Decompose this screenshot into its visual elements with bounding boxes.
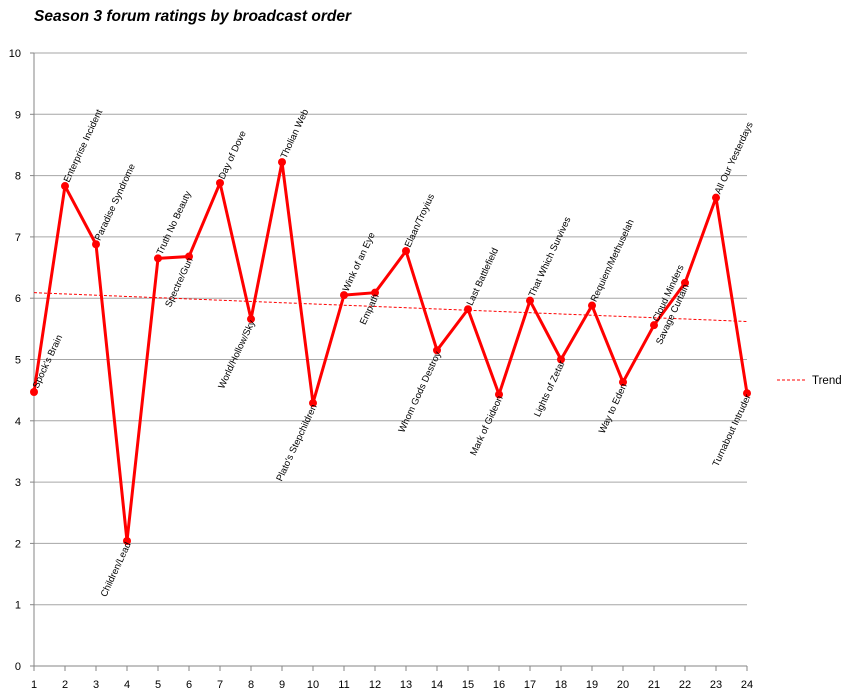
episode-label: Spock's Brain [31, 333, 65, 390]
x-tick-label: 5 [155, 679, 161, 691]
y-tick-label: 1 [15, 600, 21, 612]
episode-label: Requiem/Methuselah [589, 218, 637, 304]
x-tick-label: 7 [217, 679, 223, 691]
y-tick-label: 6 [15, 293, 21, 305]
episode-label: Mark of Gideon [468, 394, 505, 458]
x-tick-label: 15 [462, 679, 474, 691]
x-tick-label: 6 [186, 679, 192, 691]
x-tick-label: 19 [586, 679, 598, 691]
data-point [61, 182, 69, 191]
legend: Trend [777, 375, 842, 387]
x-tick-label: 21 [648, 679, 660, 691]
y-tick-label: 10 [9, 48, 21, 60]
chart-title: Season 3 forum ratings by broadcast orde… [34, 8, 352, 25]
data-point [743, 389, 751, 398]
x-tick-label: 22 [679, 679, 691, 691]
data-point [650, 321, 658, 330]
episode-label: Lights of Zetar [532, 359, 568, 419]
legend-trend-label: Trend [812, 375, 842, 387]
x-tick-label: 8 [248, 679, 254, 691]
episode-labels: Spock's Brain Enterprise IncidentParadise… [31, 108, 756, 599]
x-tick-label: 9 [279, 679, 285, 691]
trend-line [33, 292, 748, 322]
x-tick-label: 16 [493, 679, 505, 691]
y-tick-label: 9 [15, 109, 21, 121]
data-point [123, 536, 131, 545]
y-tick-label: 3 [15, 477, 21, 489]
episode-label: Spectre/Gun [163, 256, 196, 309]
x-tick-label: 23 [710, 679, 722, 691]
data-point [340, 291, 348, 300]
data-point [712, 193, 720, 202]
data-point [30, 387, 38, 396]
episode-label: Plato's Stepchildren [274, 403, 319, 483]
data-point [588, 301, 596, 310]
episode-label: Way to Eden [597, 382, 630, 436]
data-point [247, 315, 255, 324]
trend-series [33, 292, 748, 322]
data-point [371, 288, 379, 297]
episode-label: Elaan/Troyius [403, 192, 437, 249]
data-point [278, 158, 286, 167]
data-point [681, 278, 689, 287]
x-tick-label: 1 [31, 679, 37, 691]
x-tick-label: 11 [338, 679, 349, 691]
ratings-line [32, 160, 749, 543]
data-point [154, 254, 162, 263]
ratings-series [30, 158, 751, 545]
episode-label: Truth No Beauty [155, 189, 194, 256]
episode-label: Enterprise Incident [62, 108, 106, 185]
y-tick-label: 2 [15, 538, 21, 550]
episode-label: Wink of an Eye [341, 231, 378, 294]
data-point [526, 296, 534, 305]
x-tick-label: 2 [62, 679, 68, 691]
episode-label: Whom Gods Destroy [396, 350, 443, 435]
episode-label: Turnabout Intruder [711, 393, 754, 469]
y-tick-label: 8 [15, 171, 21, 183]
y-tick-label: 4 [15, 416, 21, 428]
episode-label: Paradise Syndrome [93, 162, 138, 242]
data-point [185, 252, 193, 261]
episode-label: All Our Yesterdays [713, 120, 756, 196]
y-tick-label: 0 [15, 661, 21, 673]
episode-label: Day of Dove [217, 129, 249, 181]
x-tick-label: 3 [93, 679, 99, 691]
episode-label: Tholian Web [279, 108, 311, 161]
episode-label: World/Hollow/Sky [216, 318, 257, 390]
data-point [619, 378, 627, 387]
data-point [433, 346, 441, 355]
data-point [557, 355, 565, 364]
data-point [92, 240, 100, 249]
x-tick-label: 17 [524, 679, 536, 691]
data-point [309, 399, 317, 408]
x-tick-label: 24 [741, 679, 753, 691]
x-tick-label: 12 [369, 679, 381, 691]
y-tick-label: 5 [15, 355, 21, 367]
y-tick-label: 7 [15, 232, 21, 244]
data-point [495, 390, 503, 399]
x-tick-label: 18 [555, 679, 567, 691]
data-point [216, 178, 224, 187]
x-tick-label: 14 [431, 679, 443, 691]
episode-label: Empath [358, 292, 382, 326]
data-point [464, 305, 472, 314]
episode-label: Children/Lead [99, 541, 134, 599]
data-point [402, 246, 410, 255]
episode-label: That Which Survives [527, 215, 574, 299]
gridlines [34, 52, 747, 606]
x-tick-label: 20 [617, 679, 629, 691]
x-tick-label: 4 [124, 679, 130, 691]
x-tick-label: 10 [307, 679, 319, 691]
x-tick-label: 13 [400, 679, 412, 691]
